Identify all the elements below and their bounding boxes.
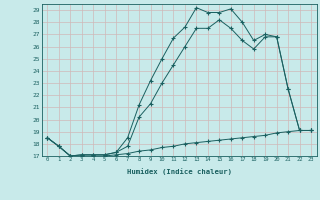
X-axis label: Humidex (Indice chaleur): Humidex (Indice chaleur): [127, 168, 232, 175]
